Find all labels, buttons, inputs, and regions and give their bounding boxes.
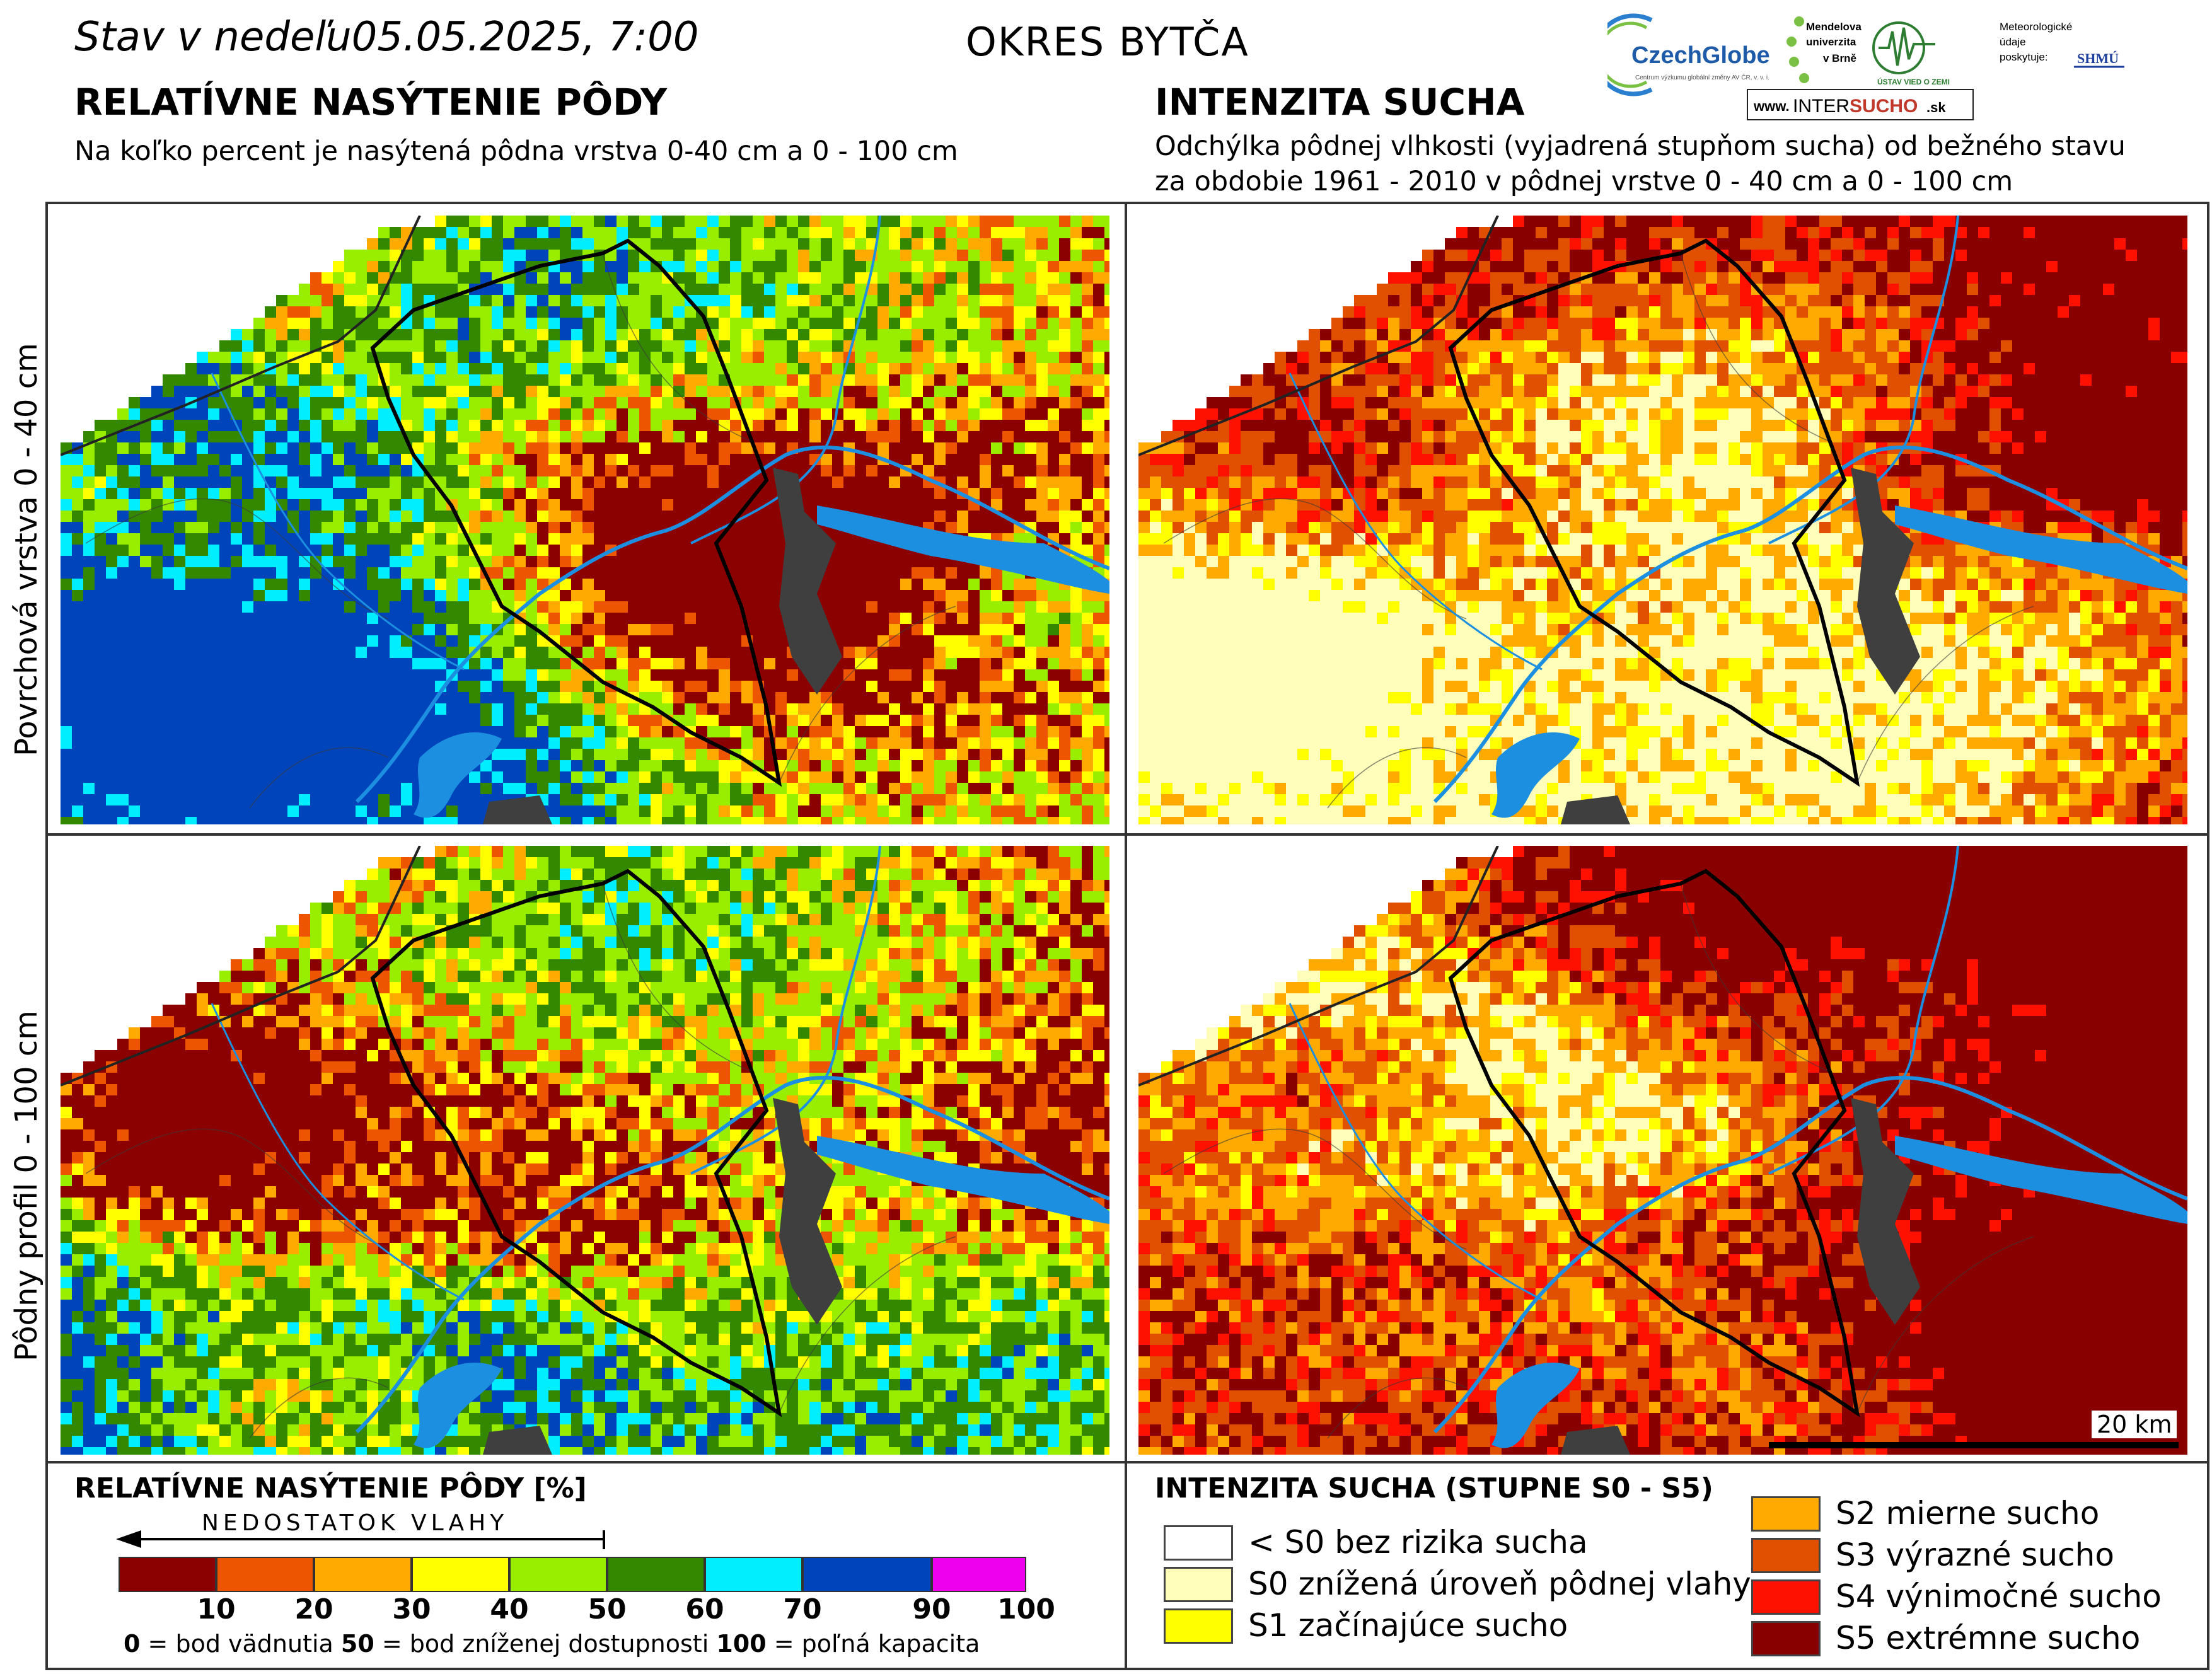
saturation-tick-label: 100 <box>997 1593 1055 1625</box>
right-section-subtitle-2: za obdobie 1961 - 2010 v pôdnej vrstve 0… <box>1155 166 2013 197</box>
row-label-top: Povrchová vrstva 0 - 40 cm <box>9 343 44 756</box>
svg-text:ÚSTAV VIED O ZEMI: ÚSTAV VIED O ZEMI <box>1877 77 1950 86</box>
drought-legend-label: S4 výnimočné sucho <box>1836 1578 2162 1615</box>
svg-text:Mendelova: Mendelova <box>1806 21 1862 33</box>
main-frame <box>45 202 2209 1670</box>
footnote-part: = bod zníženej dostupnosti <box>374 1630 717 1658</box>
map-saturation-profile <box>61 846 1109 1455</box>
saturation-tick-label: 20 <box>294 1593 333 1625</box>
saturation-tick-label: 50 <box>588 1593 627 1625</box>
drought-legend-label: S3 výrazné sucho <box>1836 1537 2114 1573</box>
drought-legend-swatch <box>1751 1496 1821 1532</box>
uvz-logo: ÚSTAV VIED O ZEMI <box>1872 21 1950 86</box>
saturation-tick-label: 60 <box>685 1593 724 1625</box>
row-label-bottom: Pôdny profil 0 - 100 cm <box>9 1010 44 1361</box>
drought-legend-swatch <box>1751 1579 1821 1615</box>
saturation-bin <box>607 1557 705 1592</box>
left-section-subtitle: Na koľko percent je nasýtená pôdna vrstv… <box>74 136 958 167</box>
svg-text:Mendelova univerzita v Brně: Mendelova univerzita v Brně <box>1806 14 1815 16</box>
footnote-part: = poľná kapacita <box>766 1630 980 1658</box>
right-section-subtitle-1: Odchýlka pôdnej vlhkosti (vyjadrená stup… <box>1155 130 2126 162</box>
saturation-bin <box>509 1557 607 1592</box>
map-drought-profile <box>1138 846 2187 1455</box>
svg-text:Centrum výzkumu globální změny: Centrum výzkumu globální změny AV ČR, v.… <box>1635 73 1769 81</box>
saturation-ticks: 10 20 30 40 50 60 70 90 100 <box>0 1593 1072 1629</box>
shortage-arrow-tick <box>603 1530 605 1549</box>
shortage-arrow-icon <box>116 1530 141 1548</box>
left-section-title: RELATÍVNE NASÝTENIE PÔDY <box>74 81 668 124</box>
saturation-bin <box>412 1557 509 1592</box>
svg-text:SUCHO: SUCHO <box>1850 96 1918 117</box>
svg-text:údaje: údaje <box>2000 36 2026 48</box>
saturation-bin <box>119 1557 216 1592</box>
saturation-bin <box>932 1557 1026 1592</box>
horizontal-divider-2 <box>45 1461 2209 1463</box>
footnote-part: = bod vädnutia <box>140 1630 341 1658</box>
horizontal-divider-1 <box>45 833 2209 836</box>
svg-text:poskytuje:: poskytuje: <box>2000 51 2048 63</box>
footnote-part: 50 <box>340 1630 374 1658</box>
saturation-bin <box>705 1557 802 1592</box>
saturation-tick-label: 90 <box>912 1593 951 1625</box>
drought-legend-swatch <box>1164 1567 1233 1602</box>
district-title: OKRES BYTČA <box>966 19 1249 65</box>
intersucho-logo: www. INTER SUCHO .sk <box>1747 89 1974 120</box>
right-section-title: INTENZITA SUCHA <box>1155 81 1525 124</box>
saturation-legend-title: RELATÍVNE NASÝTENIE PÔDY [%] <box>74 1472 587 1504</box>
saturation-color-bar <box>119 1557 1026 1592</box>
shortage-arrow-label: NEDOSTATOK VLAHY <box>202 1510 509 1536</box>
svg-text:www.: www. <box>1753 98 1790 114</box>
partner-logos: CzechGlobe Centrum výzkumu globální změn… <box>1592 9 2137 124</box>
svg-text:univerzita: univerzita <box>1806 36 1856 48</box>
footnote-part: 100 <box>716 1630 767 1658</box>
czechglobe-logo: CzechGlobe Centrum výzkumu globální změn… <box>1592 13 1770 96</box>
saturation-bin <box>314 1557 412 1592</box>
saturation-bin <box>216 1557 314 1592</box>
drought-legend-swatch <box>1164 1608 1233 1644</box>
scale-bar <box>1769 1442 2179 1448</box>
map-drought-topsoil <box>1138 216 2187 824</box>
svg-text:CzechGlobe: CzechGlobe <box>1631 42 1770 69</box>
drought-legend-label: S1 začínajúce sucho <box>1248 1607 1568 1644</box>
date-stamp: Stav v nedeľu05.05.2025, 7:00 <box>74 14 699 61</box>
drought-legend-title: INTENZITA SUCHA (STUPNE S0 - S5) <box>1155 1472 1713 1504</box>
shortage-arrow-line <box>120 1538 604 1540</box>
saturation-footnote: 0 = bod vädnutia 50 = bod zníženej dostu… <box>124 1630 980 1658</box>
saturation-bin <box>802 1557 932 1592</box>
saturation-tick-label: 40 <box>490 1593 529 1625</box>
mendel-logo: Mendelova univerzita v Brně Mendelova un… <box>1786 14 1862 83</box>
svg-text:INTER: INTER <box>1793 96 1850 117</box>
svg-text:Meteorologické: Meteorologické <box>2000 21 2072 33</box>
scale-bar-label: 20 km <box>2092 1411 2177 1438</box>
vertical-divider <box>1125 202 1127 1670</box>
drought-legend-label: S0 znížená úroveň pôdnej vlahy <box>1248 1566 1751 1602</box>
drought-legend-swatch <box>1751 1621 1821 1656</box>
map-saturation-topsoil <box>61 216 1109 824</box>
svg-text:SHMÚ: SHMÚ <box>2077 50 2119 66</box>
shmu-logo: Meteorologické údaje poskytuje: SHMÚ <box>2000 21 2124 68</box>
drought-legend-swatch <box>1751 1538 1821 1573</box>
svg-text:v Brně: v Brně <box>1823 52 1856 64</box>
saturation-tick-label: 30 <box>392 1593 431 1625</box>
saturation-tick-label: 10 <box>197 1593 236 1625</box>
drought-legend-label: S5 extrémne sucho <box>1836 1620 2141 1656</box>
svg-text:.sk: .sk <box>1926 100 1946 115</box>
drought-legend-label: S2 mierne sucho <box>1836 1495 2100 1532</box>
saturation-tick-label: 70 <box>783 1593 822 1625</box>
drought-legend-swatch <box>1164 1525 1233 1561</box>
drought-legend-label: < S0 bez rizika sucha <box>1248 1524 1588 1561</box>
footnote-part: 0 <box>124 1630 141 1658</box>
